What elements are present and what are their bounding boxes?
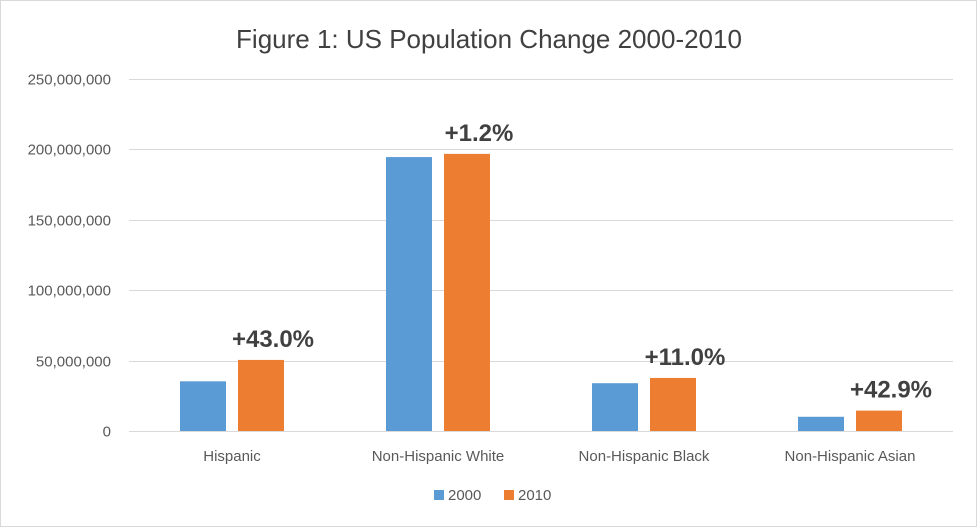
bar-2000 <box>592 383 638 431</box>
x-category-label: Non-Hispanic Black <box>579 448 710 465</box>
bar-2000 <box>180 381 226 431</box>
y-tick-label: 250,000,000 <box>28 72 111 89</box>
y-tick-label: 100,000,000 <box>28 283 111 300</box>
bar-2010 <box>650 377 696 431</box>
legend-swatch <box>434 490 444 500</box>
bar-2000 <box>798 416 844 431</box>
chart-title: Figure 1: US Population Change 2000-2010 <box>236 24 742 54</box>
x-category-label: Non-Hispanic Asian <box>785 448 916 465</box>
x-category-label: Hispanic <box>203 448 261 465</box>
bar-2010 <box>238 359 284 431</box>
y-axis-ticks: 0 50,000,000 100,000,000 150,000,000 200,000… <box>28 72 111 441</box>
x-category-label: Non-Hispanic White <box>372 448 505 465</box>
data-labels: +43.0% +1.2% +11.0% +42.9% <box>232 120 932 404</box>
y-tick-label: 0 <box>103 424 111 441</box>
change-label: +43.0% <box>232 326 314 353</box>
y-tick-label: 200,000,000 <box>28 142 111 159</box>
change-label: +42.9% <box>850 377 932 404</box>
legend: 2000 2010 <box>434 487 551 504</box>
bars <box>180 153 902 431</box>
x-axis-categories: Hispanic Non-Hispanic White Non-Hispanic B… <box>203 448 915 465</box>
y-tick-label: 50,000,000 <box>36 354 111 371</box>
bar-2010 <box>444 153 490 431</box>
change-label: +1.2% <box>445 120 514 147</box>
bar-2000 <box>386 157 432 431</box>
y-tick-label: 150,000,000 <box>28 213 111 230</box>
legend-swatch <box>504 490 514 500</box>
legend-label: 2010 <box>518 487 551 504</box>
change-label: +11.0% <box>645 344 726 371</box>
legend-label: 2000 <box>448 487 481 504</box>
bar-2010 <box>856 410 902 431</box>
